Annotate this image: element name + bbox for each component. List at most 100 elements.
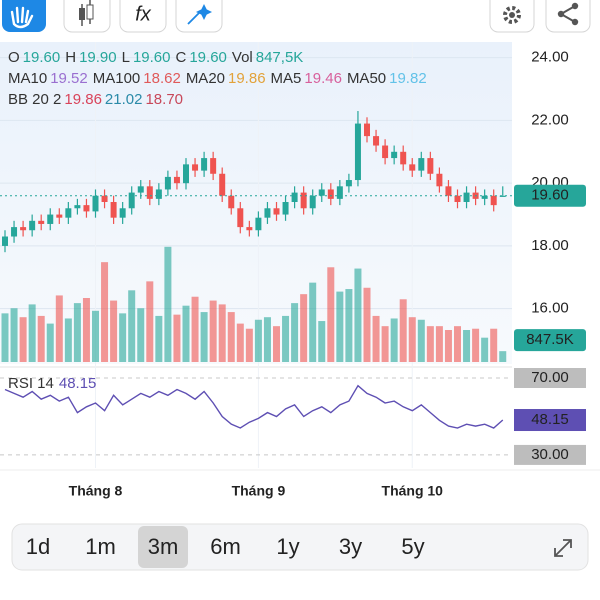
legend-item: 19.60 [23,49,61,66]
volume-bar [164,246,172,362]
ai-button[interactable] [175,0,223,33]
candle-body [273,208,280,215]
ai-icon [187,3,213,25]
legend-line: O 19.60 H 19.90 L 19.60 C 19.60 Vol 847,5K [8,49,303,66]
volume-bar [399,299,407,362]
candle-body [146,186,153,199]
range-button[interactable]: 3m [148,534,179,559]
volume-bar [300,294,308,362]
x-tick-label: Tháng 8 [69,483,123,499]
volume-bar [372,315,380,362]
volume-bar [273,326,280,362]
candle-body [309,195,316,209]
rsi-level-box [514,444,586,465]
candle-body [210,158,217,174]
candle-body [490,195,497,206]
range-button[interactable]: 1d [26,534,50,559]
candle-body [354,123,361,181]
candle-body [463,192,470,202]
candle-body [83,205,90,212]
toolbar: fx [2,0,591,33]
rsi-legend-part: RSI 14 [8,375,54,392]
volume-bar [263,317,271,362]
candle-body [228,195,235,209]
expand-icon[interactable] [554,539,572,557]
volume-bar [245,328,253,362]
rsi-level-label: 70.00 [531,369,569,386]
legend-line: MA10 19.52 MA100 18.62 MA20 19.86 MA5 19.46 MA50… [8,70,427,87]
volume-bar [19,317,27,362]
volume-bar [435,326,443,362]
candle-body [391,151,398,159]
range-selected-bg [138,526,188,568]
legend-item: MA5 [271,70,302,87]
formula-icon: fx [135,3,152,25]
share-dot [571,2,579,10]
volume-bar [73,303,81,362]
candle-body [56,214,63,218]
volume-bar [28,304,36,362]
candle-body [400,151,407,165]
candle-body [11,227,18,237]
candle-body [192,164,199,171]
legend-item: O [8,49,20,66]
candle-body [74,205,81,209]
candle-body [237,208,244,228]
range-button[interactable]: 1m [85,534,116,559]
candle-body [101,195,108,202]
y-tick-label: 18.00 [531,237,569,254]
candle-body [219,173,226,196]
candle-body [427,158,434,174]
range-button[interactable]: 3y [339,534,362,559]
candle-body [445,186,452,196]
candle-body [255,217,262,231]
volume-bar [309,282,317,362]
share-dot [571,18,579,26]
candle-body [119,208,126,218]
range-button[interactable]: 1y [276,534,299,559]
volume-bar [191,296,199,362]
legend-item: BB 20 2 [8,91,61,108]
candle-icon-body [79,8,85,20]
range-button[interactable]: 6m [210,534,241,559]
volume-bar [55,295,63,362]
gear-icon [503,6,521,24]
volume-bar [101,262,109,362]
rsi-line [4,384,504,429]
volume-bar [472,328,480,362]
range-button[interactable]: 5y [401,534,424,559]
formula-button[interactable] [119,0,167,33]
candle-body [65,208,72,218]
volume-bar [119,313,127,362]
candle-body [373,136,380,146]
rsi-value-box [514,409,586,432]
legend-item: 19.82 [389,70,427,87]
volume-bar [10,308,18,362]
rsi-legend-part: 48.15 [59,375,97,392]
x-tick-label: Tháng 10 [382,483,444,499]
y-tick-label: 24.00 [531,49,569,66]
volume-bar [1,313,9,362]
volume-bar [236,323,244,362]
legend-item: 19.86 [228,70,266,87]
volume-bar [481,337,489,362]
candle-body [318,189,325,196]
legend-item: 21.02 [105,91,143,108]
volume-bar [345,289,353,362]
volume-bar [282,315,290,362]
candle-body [246,227,253,231]
candle-body [29,220,36,231]
share-button[interactable] [545,0,591,33]
legend-item: 19.60 [189,49,227,66]
candle-body [92,195,99,212]
candle-body [183,164,189,184]
volume-bar [354,268,362,362]
volume-bar [336,291,344,362]
volume-bar [155,315,163,362]
legend-item: 19.90 [79,49,117,66]
rsi-level-box [514,368,586,388]
legend-item: 18.70 [145,91,183,108]
candle-body [291,192,298,202]
volume-bar [37,315,45,362]
candle-body [382,145,389,159]
